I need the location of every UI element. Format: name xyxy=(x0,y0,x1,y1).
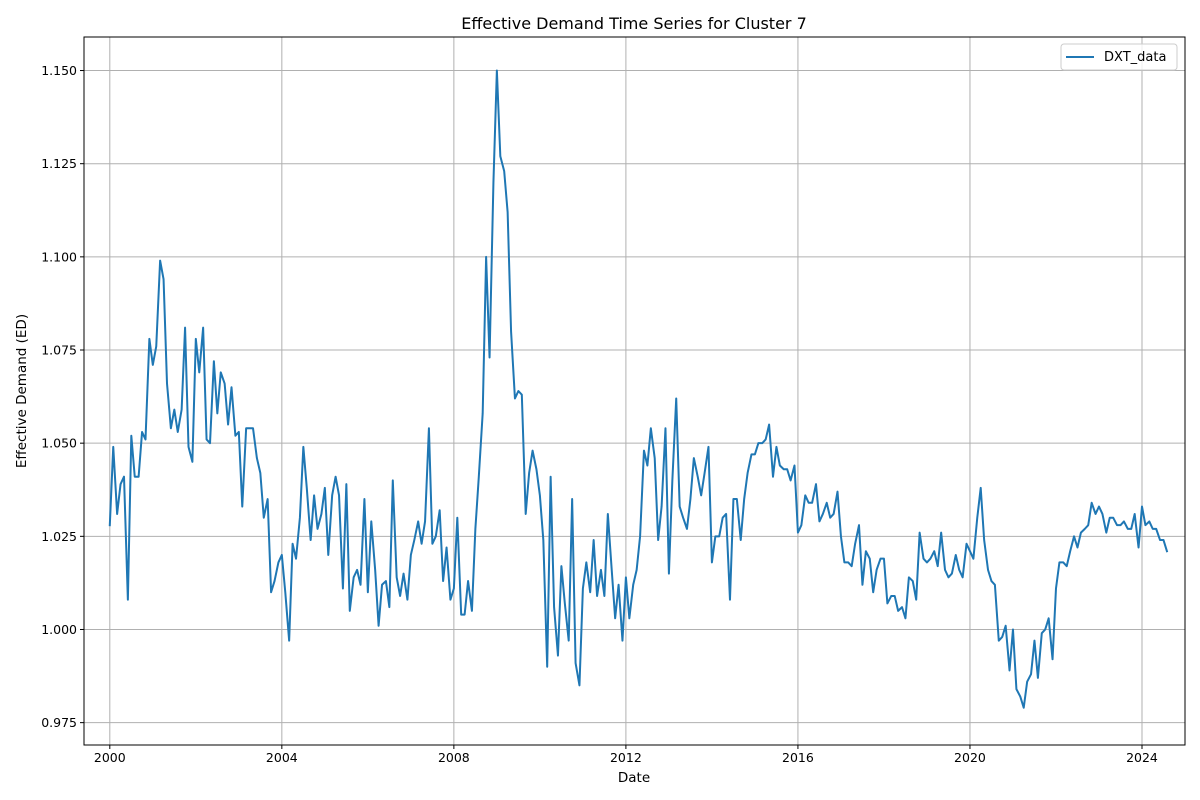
y-tick-label: 1.150 xyxy=(41,63,77,78)
x-tick-label: 2024 xyxy=(1126,750,1158,765)
y-tick-label: 1.075 xyxy=(41,343,77,358)
axis-ticks: 2000 2004 2008 2012 2016 2020 2024 0.975 1.000 1.… xyxy=(41,63,1158,765)
legend-box xyxy=(1060,43,1178,71)
series-line-dxt-data xyxy=(108,69,1169,709)
y-tick-label: 1.025 xyxy=(41,529,77,544)
chart-title: Effective Demand Time Series for Cluster… xyxy=(461,14,807,33)
x-tick-label: 2000 xyxy=(94,750,126,765)
x-tick-label: 2004 xyxy=(266,750,298,765)
plot-area-frame xyxy=(83,36,1186,746)
legend: DXT_data xyxy=(1060,43,1178,71)
y-tick-label: 0.975 xyxy=(41,715,77,730)
y-tick-label: 1.050 xyxy=(41,436,77,451)
y-tick-label: 1.100 xyxy=(41,249,77,264)
y-tick-label: 1.000 xyxy=(41,622,77,637)
x-tick-label: 2008 xyxy=(438,750,470,765)
series-layer xyxy=(108,69,1169,709)
x-tick-label: 2016 xyxy=(782,750,814,765)
y-tick-label: 1.125 xyxy=(41,156,77,171)
y-axis-title: Effective Demand (ED) xyxy=(14,314,30,468)
x-axis-title: Date xyxy=(618,770,650,786)
x-tick-label: 2012 xyxy=(610,750,642,765)
x-tick-label: 2020 xyxy=(954,750,986,765)
grid-lines xyxy=(84,37,1185,745)
legend-label-dxt-data: DXT_data xyxy=(1104,50,1166,65)
